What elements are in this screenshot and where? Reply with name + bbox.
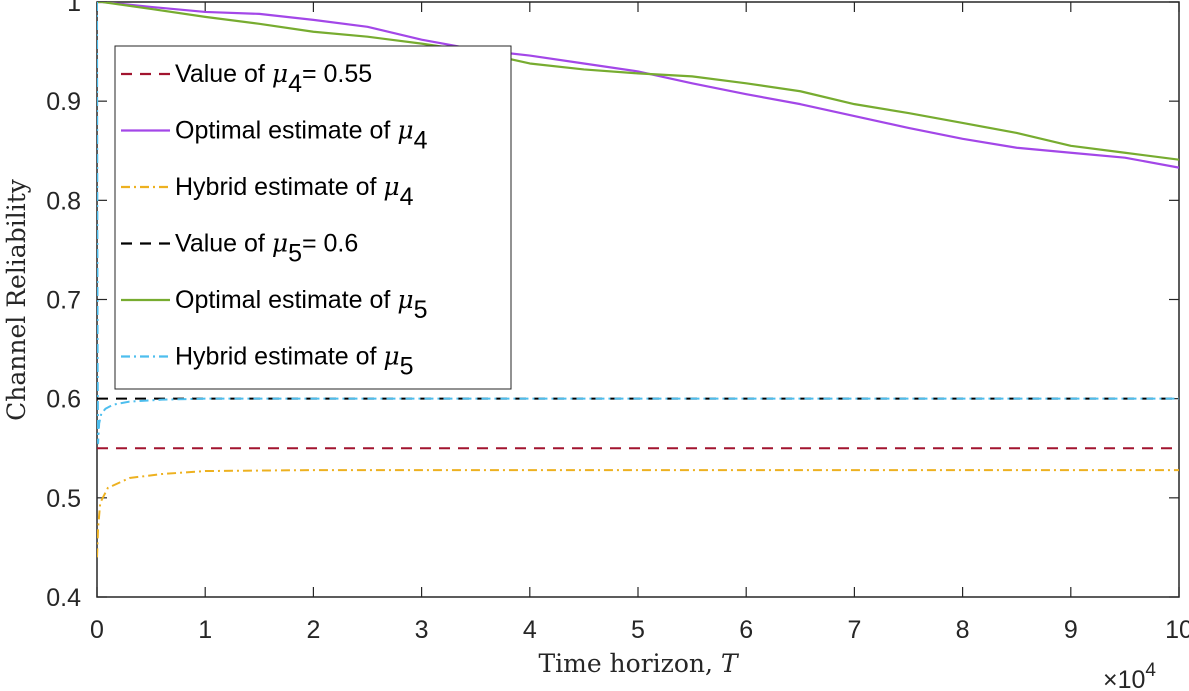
x-tick-label: 9 [1064, 616, 1078, 644]
series-line-mu4-hybrid [97, 469, 1179, 558]
x-tick-label: 3 [415, 616, 429, 644]
y-tick-label: 0.7 [46, 287, 81, 315]
x-tick-label: 0 [90, 616, 104, 644]
series-line-mu4-optimal [97, 2, 1179, 169]
y-tick-label: 1 [67, 0, 81, 17]
legend-label-mu5-value: Value of μ5= 0.6 [175, 229, 358, 268]
x-tick-label: 7 [847, 616, 861, 644]
x-tick-label: 5 [631, 616, 645, 644]
y-tick-label: 0.9 [46, 88, 81, 116]
x-tick-label: 2 [306, 616, 320, 644]
y-tick-label: 0.8 [46, 187, 81, 215]
x-axis-multiplier: ×104 [1103, 660, 1156, 691]
legend: Value of μ4= 0.55 Optimal estimate of μ4 H… [114, 45, 512, 390]
legend-label-mu5-hybrid: Hybrid estimate of μ5 [175, 342, 414, 381]
x-tick-label: 8 [956, 616, 970, 644]
legend-label-mu4-optimal: Optimal estimate of μ4 [175, 116, 428, 155]
x-tick-label: 4 [523, 616, 537, 644]
series-line-mu5-optimal [97, 2, 1179, 161]
series-layer [97, 2, 1179, 558]
series-line-mu5-hybrid [97, 2, 1179, 445]
y-axis-ticks: 0.4 0.5 0.6 0.7 0.8 0.9 1 [46, 0, 1179, 612]
y-axis-label: Channel Reliability [2, 178, 31, 421]
y-tick-label: 0.4 [46, 584, 81, 612]
x-axis-ticks: 0 1 2 3 4 5 6 7 8 9 10 [90, 2, 1189, 644]
x-axis-label: Time horizon, T [538, 649, 739, 678]
x-tick-label: 6 [739, 616, 753, 644]
legend-box [114, 45, 512, 390]
y-tick-label: 0.6 [46, 386, 81, 414]
legend-label-mu4-hybrid: Hybrid estimate of μ4 [175, 172, 414, 211]
legend-label-mu5-optimal: Optimal estimate of μ5 [175, 285, 427, 324]
y-tick-label: 0.5 [46, 485, 81, 513]
x-tick-label: 1 [198, 616, 212, 644]
x-tick-label: 10 [1165, 616, 1189, 644]
legend-label-mu4-value: Value of μ4= 0.55 [175, 59, 372, 98]
